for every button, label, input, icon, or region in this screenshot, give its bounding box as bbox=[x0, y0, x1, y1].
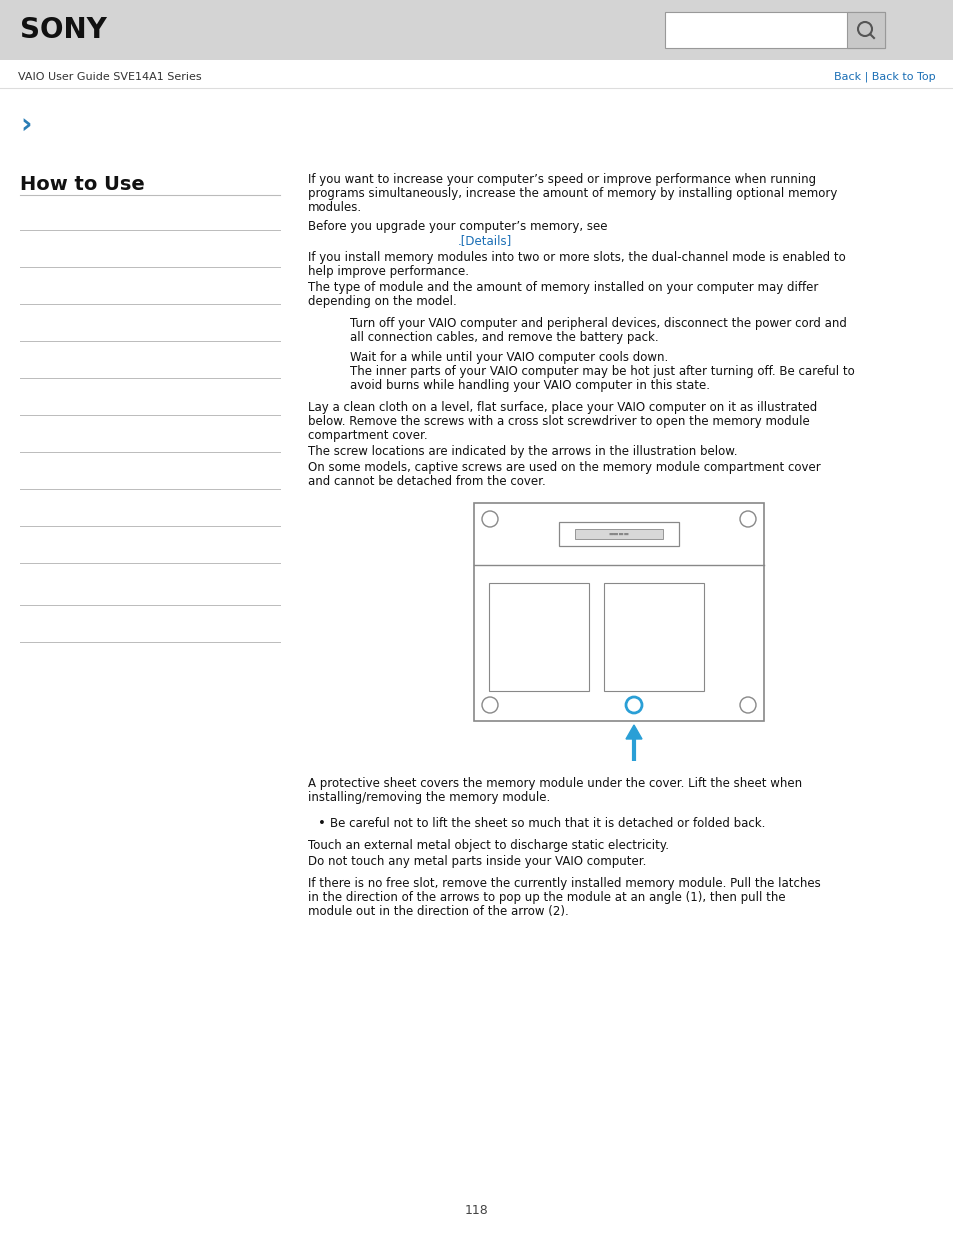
Text: •: • bbox=[317, 818, 326, 830]
Text: Be careful not to lift the sheet so much that it is detached or folded back.: Be careful not to lift the sheet so much… bbox=[330, 818, 764, 830]
Circle shape bbox=[740, 511, 755, 527]
Text: ▬▬▬▬: ▬▬▬▬ bbox=[608, 531, 629, 536]
Text: On some models, captive screws are used on the memory module compartment cover: On some models, captive screws are used … bbox=[308, 461, 820, 474]
Text: all connection cables, and remove the battery pack.: all connection cables, and remove the ba… bbox=[350, 331, 658, 345]
Text: modules.: modules. bbox=[308, 201, 362, 214]
Circle shape bbox=[740, 697, 755, 713]
Text: Before you upgrade your computer’s memory, see: Before you upgrade your computer’s memor… bbox=[308, 220, 607, 233]
Bar bbox=[664, 12, 884, 48]
Text: Wait for a while until your VAIO computer cools down.: Wait for a while until your VAIO compute… bbox=[350, 351, 667, 364]
Text: depending on the model.: depending on the model. bbox=[308, 295, 456, 308]
Text: SONY: SONY bbox=[20, 16, 107, 44]
Bar bbox=[558, 522, 679, 546]
Text: .[Details]: .[Details] bbox=[457, 233, 512, 247]
Text: installing/removing the memory module.: installing/removing the memory module. bbox=[308, 790, 550, 804]
Text: avoid burns while handling your VAIO computer in this state.: avoid burns while handling your VAIO com… bbox=[350, 379, 709, 391]
Text: ›: › bbox=[20, 111, 31, 140]
Text: If you want to increase your computer’s speed or improve performance when runnin: If you want to increase your computer’s … bbox=[308, 173, 815, 186]
Bar bbox=[489, 583, 588, 692]
Text: Do not touch any metal parts inside your VAIO computer.: Do not touch any metal parts inside your… bbox=[308, 855, 646, 868]
Polygon shape bbox=[625, 725, 641, 739]
Text: below. Remove the screws with a cross slot screwdriver to open the memory module: below. Remove the screws with a cross sl… bbox=[308, 415, 809, 429]
Text: help improve performance.: help improve performance. bbox=[308, 266, 469, 278]
Bar bbox=[846, 12, 884, 48]
Text: and cannot be detached from the cover.: and cannot be detached from the cover. bbox=[308, 475, 545, 488]
Text: 118: 118 bbox=[465, 1204, 488, 1216]
Text: Back | Back to Top: Back | Back to Top bbox=[834, 72, 935, 83]
Text: The screw locations are indicated by the arrows in the illustration below.: The screw locations are indicated by the… bbox=[308, 445, 737, 458]
Circle shape bbox=[481, 511, 497, 527]
Circle shape bbox=[625, 697, 641, 713]
Text: Touch an external metal object to discharge static electricity.: Touch an external metal object to discha… bbox=[308, 839, 668, 852]
Bar bbox=[603, 583, 703, 692]
Text: A protective sheet covers the memory module under the cover. Lift the sheet when: A protective sheet covers the memory mod… bbox=[308, 777, 801, 790]
Circle shape bbox=[481, 697, 497, 713]
Text: compartment cover.: compartment cover. bbox=[308, 429, 427, 442]
Text: If there is no free slot, remove the currently installed memory module. Pull the: If there is no free slot, remove the cur… bbox=[308, 877, 820, 890]
Bar bbox=[575, 529, 662, 538]
Text: The type of module and the amount of memory installed on your computer may diffe: The type of module and the amount of mem… bbox=[308, 282, 818, 294]
Text: VAIO User Guide SVE14A1 Series: VAIO User Guide SVE14A1 Series bbox=[18, 72, 201, 82]
Text: If you install memory modules into two or more slots, the dual-channel mode is e: If you install memory modules into two o… bbox=[308, 251, 845, 264]
Bar bbox=[474, 503, 763, 721]
Text: Lay a clean cloth on a level, flat surface, place your VAIO computer on it as il: Lay a clean cloth on a level, flat surfa… bbox=[308, 401, 817, 414]
Text: The inner parts of your VAIO computer may be hot just after turning off. Be care: The inner parts of your VAIO computer ma… bbox=[350, 366, 854, 378]
Text: in the direction of the arrows to pop up the module at an angle (1), then pull t: in the direction of the arrows to pop up… bbox=[308, 890, 785, 904]
Bar bbox=[0, 0, 953, 61]
Text: module out in the direction of the arrow (2).: module out in the direction of the arrow… bbox=[308, 905, 568, 918]
Text: Turn off your VAIO computer and peripheral devices, disconnect the power cord an: Turn off your VAIO computer and peripher… bbox=[350, 317, 846, 330]
Text: How to Use: How to Use bbox=[20, 175, 145, 194]
Text: programs simultaneously, increase the amount of memory by installing optional me: programs simultaneously, increase the am… bbox=[308, 186, 837, 200]
